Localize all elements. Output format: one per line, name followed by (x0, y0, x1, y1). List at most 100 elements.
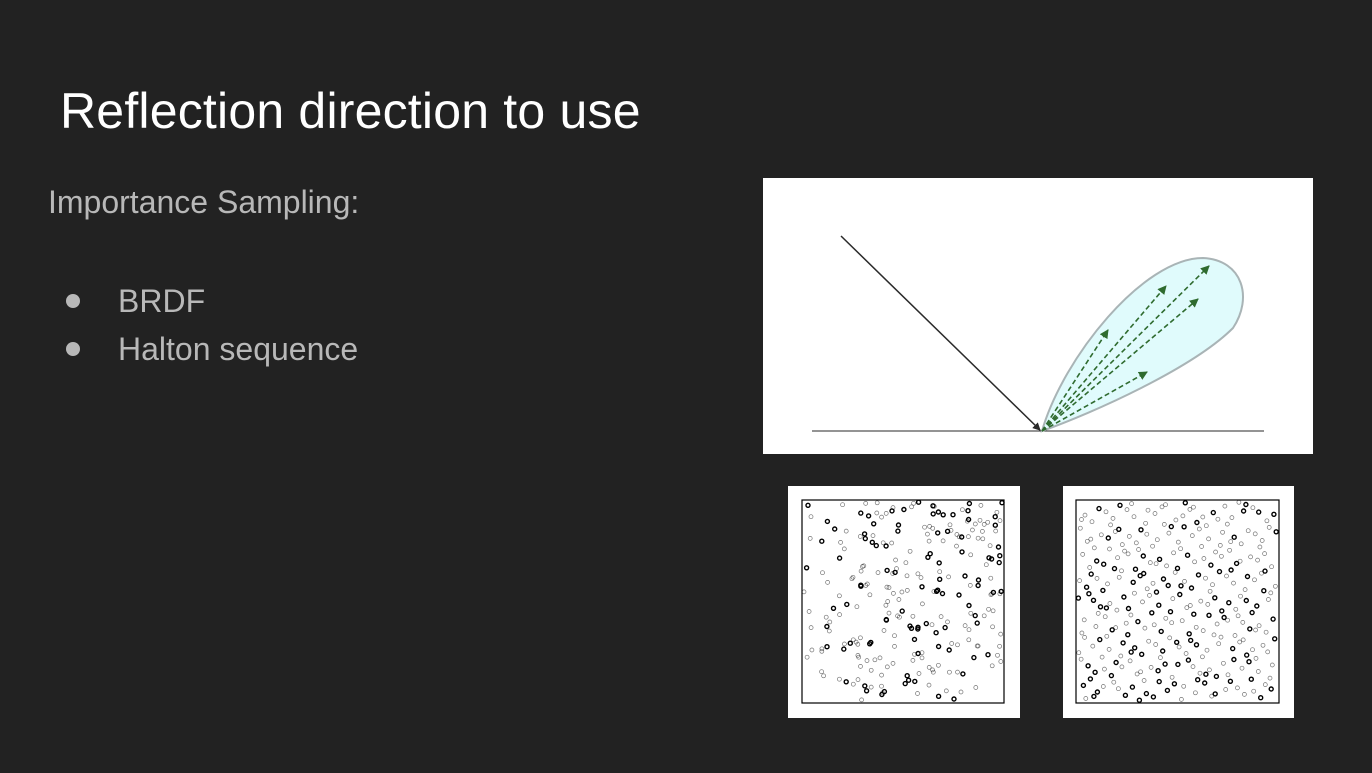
sample-point (1188, 585, 1195, 591)
sample-point (825, 580, 830, 585)
sample-point (1206, 612, 1212, 619)
sample-point (1196, 526, 1202, 532)
sample-point (1199, 544, 1204, 549)
sample-point (1088, 536, 1094, 542)
sample-point (1156, 678, 1162, 685)
sample-point (1256, 623, 1262, 629)
sample-point (1219, 553, 1224, 559)
sample-point (1182, 500, 1189, 506)
sample-point (1198, 598, 1204, 604)
sample-point (1207, 667, 1212, 673)
sample-point (966, 637, 972, 643)
sample-point (1096, 505, 1102, 512)
sample-point (1092, 669, 1098, 676)
sample-point (1125, 631, 1131, 638)
sample-point (1266, 525, 1272, 530)
sample-point (1212, 691, 1218, 697)
sample-point (1204, 647, 1210, 653)
sample-point (1138, 669, 1143, 675)
sample-point (875, 570, 881, 575)
sample-point (1184, 552, 1191, 558)
sample-point (1210, 582, 1215, 588)
sample-point (988, 592, 994, 597)
sample-point (1211, 632, 1217, 638)
sample-point (842, 641, 847, 647)
sample-point (947, 669, 952, 675)
sample-point (893, 557, 898, 563)
sample-point (826, 628, 832, 634)
sample-point (1194, 519, 1200, 526)
sample-point (1113, 625, 1119, 630)
sample-point (1238, 593, 1243, 599)
sample-point (1269, 662, 1275, 668)
sample-point (959, 549, 965, 555)
sample-point (1266, 597, 1271, 602)
sample-point (1263, 629, 1269, 635)
bullet-list: BRDF Halton sequence (60, 277, 358, 373)
sample-point (838, 540, 843, 545)
sample-point (1102, 666, 1107, 672)
sample-point (915, 571, 921, 577)
sample-point (1232, 633, 1238, 638)
sample-point (1144, 531, 1150, 537)
sample-point (1170, 596, 1176, 601)
sample-point (1210, 509, 1217, 516)
sample-point (827, 619, 833, 625)
sample-point (1150, 580, 1156, 586)
sample-point (971, 654, 977, 661)
sample-point (1166, 530, 1172, 536)
sample-point (968, 610, 974, 616)
sample-point (1143, 690, 1150, 697)
sample-point (1221, 660, 1226, 666)
sample-point (1228, 567, 1234, 573)
sample-point (966, 627, 972, 633)
sample-point (927, 550, 933, 557)
sample-point (930, 669, 936, 675)
sample-point (1184, 605, 1190, 610)
sample-point (1262, 551, 1267, 556)
sample-point (922, 524, 927, 530)
sample-point (872, 657, 878, 663)
sample-point (930, 511, 936, 517)
sample-point (892, 569, 898, 576)
sample-point (989, 663, 995, 669)
sample-point (907, 623, 913, 629)
sample-point (980, 536, 986, 542)
sample-point (841, 646, 847, 652)
sample-point (819, 648, 825, 654)
sample-point (879, 672, 884, 678)
sample-point (1128, 649, 1134, 655)
sample-point (1242, 587, 1248, 592)
sample-point (1103, 605, 1110, 611)
sample-point (895, 522, 902, 528)
sample-direction-arrow (1041, 371, 1148, 432)
sample-point (1164, 687, 1171, 694)
sample-point (1169, 620, 1175, 626)
sample-point (960, 507, 965, 513)
sample-point (904, 672, 910, 679)
sample-point (867, 592, 873, 598)
sample-point (1161, 522, 1167, 527)
sample-point (1227, 547, 1232, 553)
sample-point (966, 500, 973, 507)
sample-point (886, 585, 892, 590)
sample-point (1158, 655, 1163, 660)
sample-point (1102, 614, 1108, 620)
sample-point (890, 661, 896, 666)
sample-point (1224, 573, 1229, 579)
sample-point (863, 688, 870, 694)
sample-point (1087, 565, 1093, 570)
sample-point (891, 591, 896, 596)
sample-point (997, 552, 1003, 559)
sample-point (879, 683, 884, 689)
sample-point (939, 590, 946, 597)
sample-point (1147, 560, 1153, 565)
sample-point (881, 628, 887, 633)
sample-point (899, 608, 905, 614)
sample-point (823, 614, 829, 620)
sample-point (847, 640, 853, 646)
sample-point (1257, 544, 1263, 550)
sample-point (1083, 584, 1090, 590)
sample-point (884, 584, 890, 590)
sample-point (919, 655, 925, 661)
